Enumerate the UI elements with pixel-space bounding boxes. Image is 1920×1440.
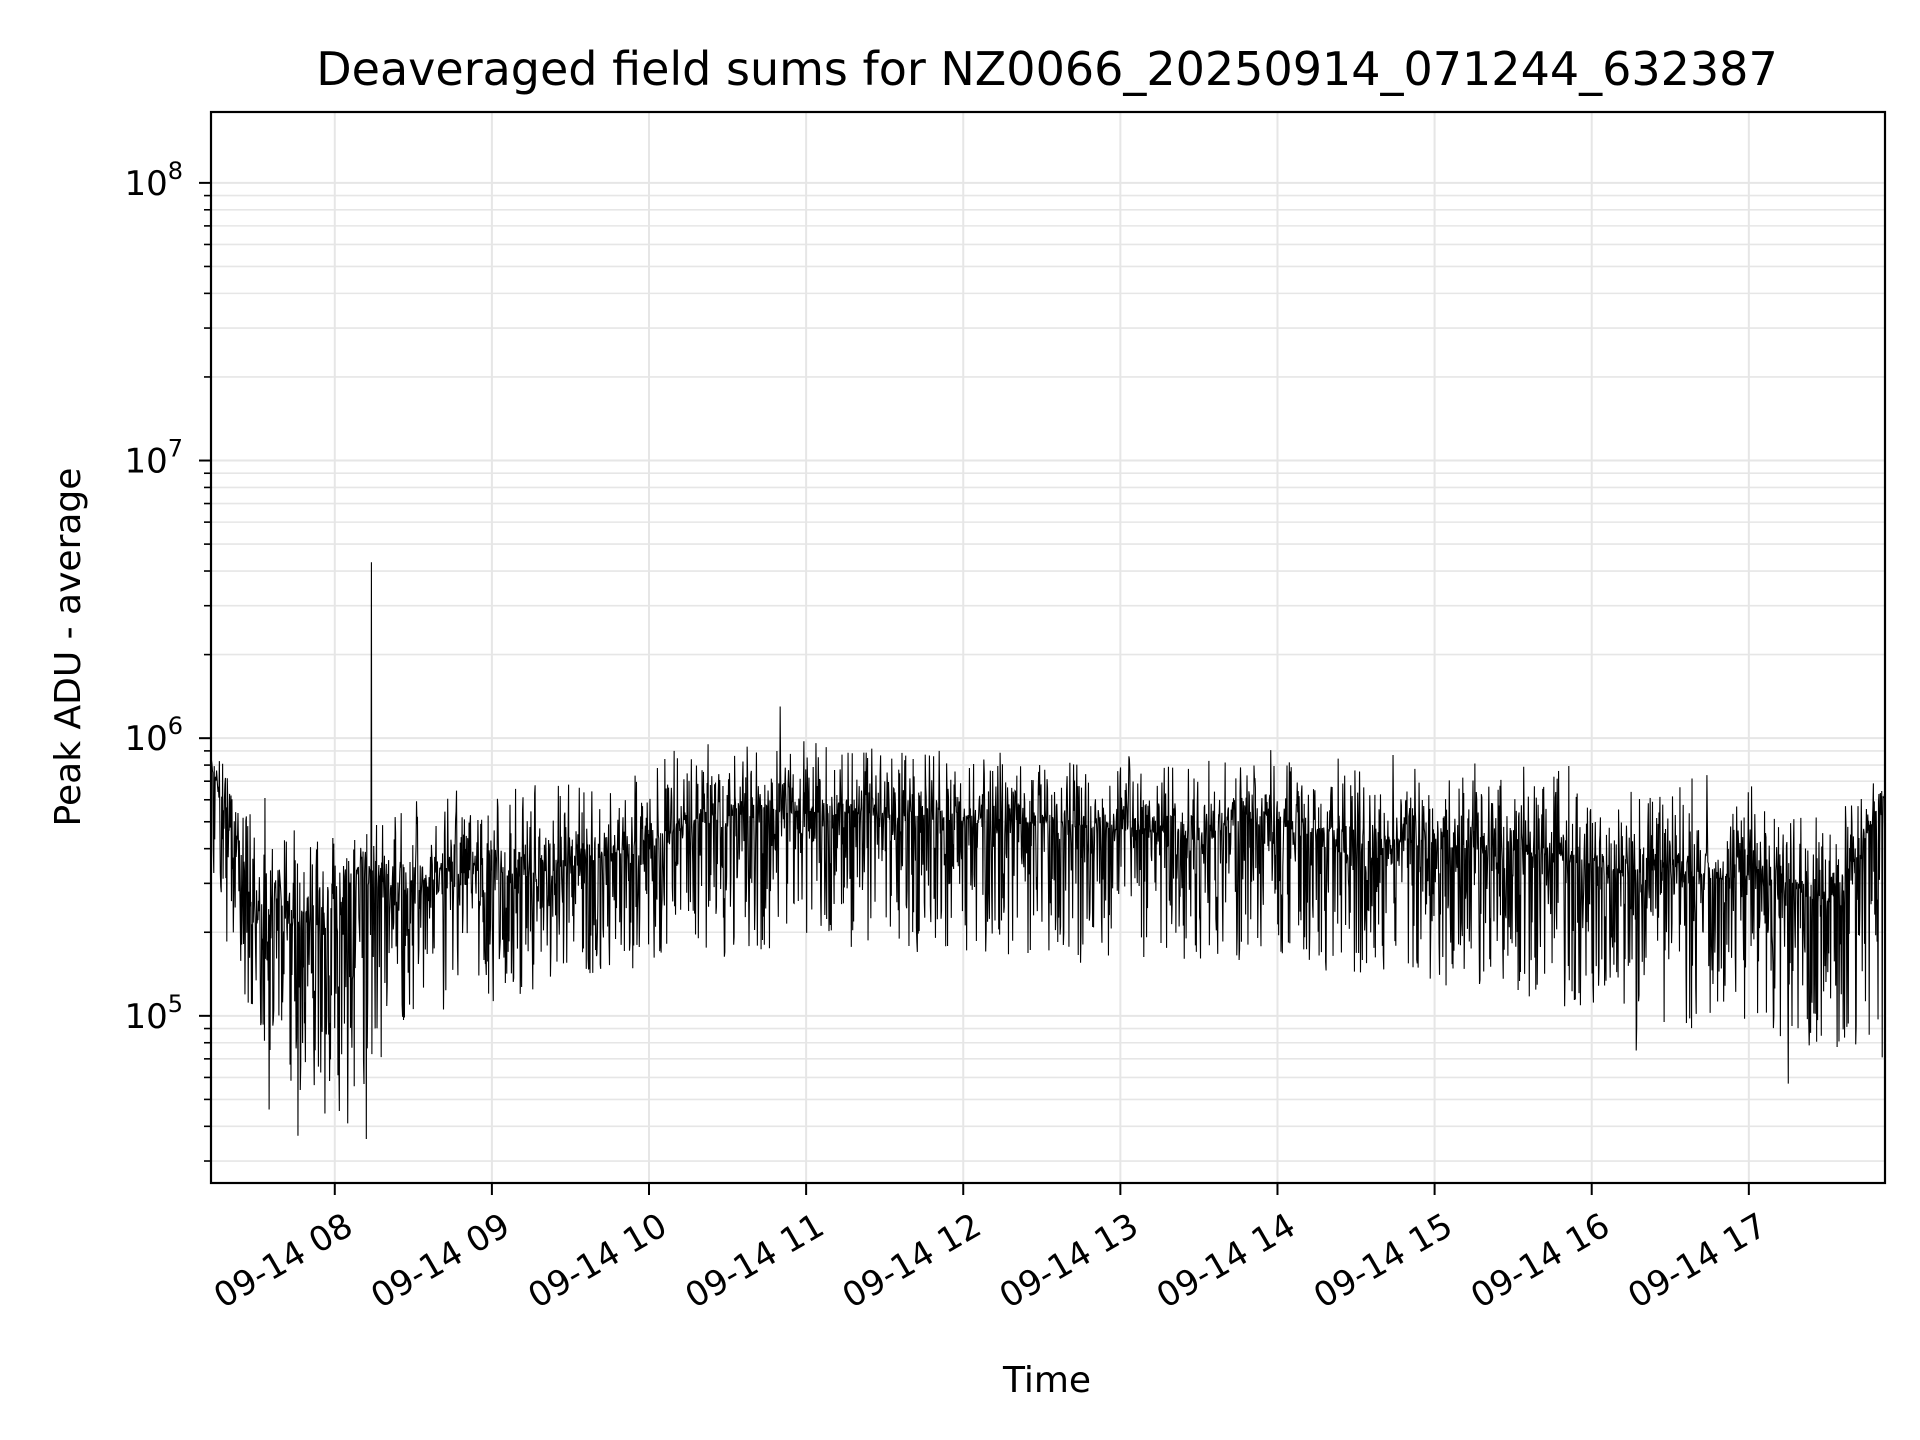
y-tick-label: 106 bbox=[124, 712, 183, 759]
y-tick-label: 107 bbox=[124, 435, 183, 482]
data-series bbox=[210, 562, 1886, 1140]
x-axis-label: Time bbox=[1002, 1360, 1091, 1401]
y-tick-label: 105 bbox=[124, 990, 183, 1037]
y-tick-label: 108 bbox=[124, 157, 183, 204]
y-axis-label: Peak ADU - average bbox=[48, 468, 89, 827]
chart-title: Deaveraged field sums for NZ0066_2025091… bbox=[316, 42, 1777, 96]
plot-frame bbox=[209, 110, 1887, 1185]
series-line bbox=[210, 562, 1886, 1140]
y-axis-ticks: 105 106 107 108 bbox=[124, 157, 211, 1162]
